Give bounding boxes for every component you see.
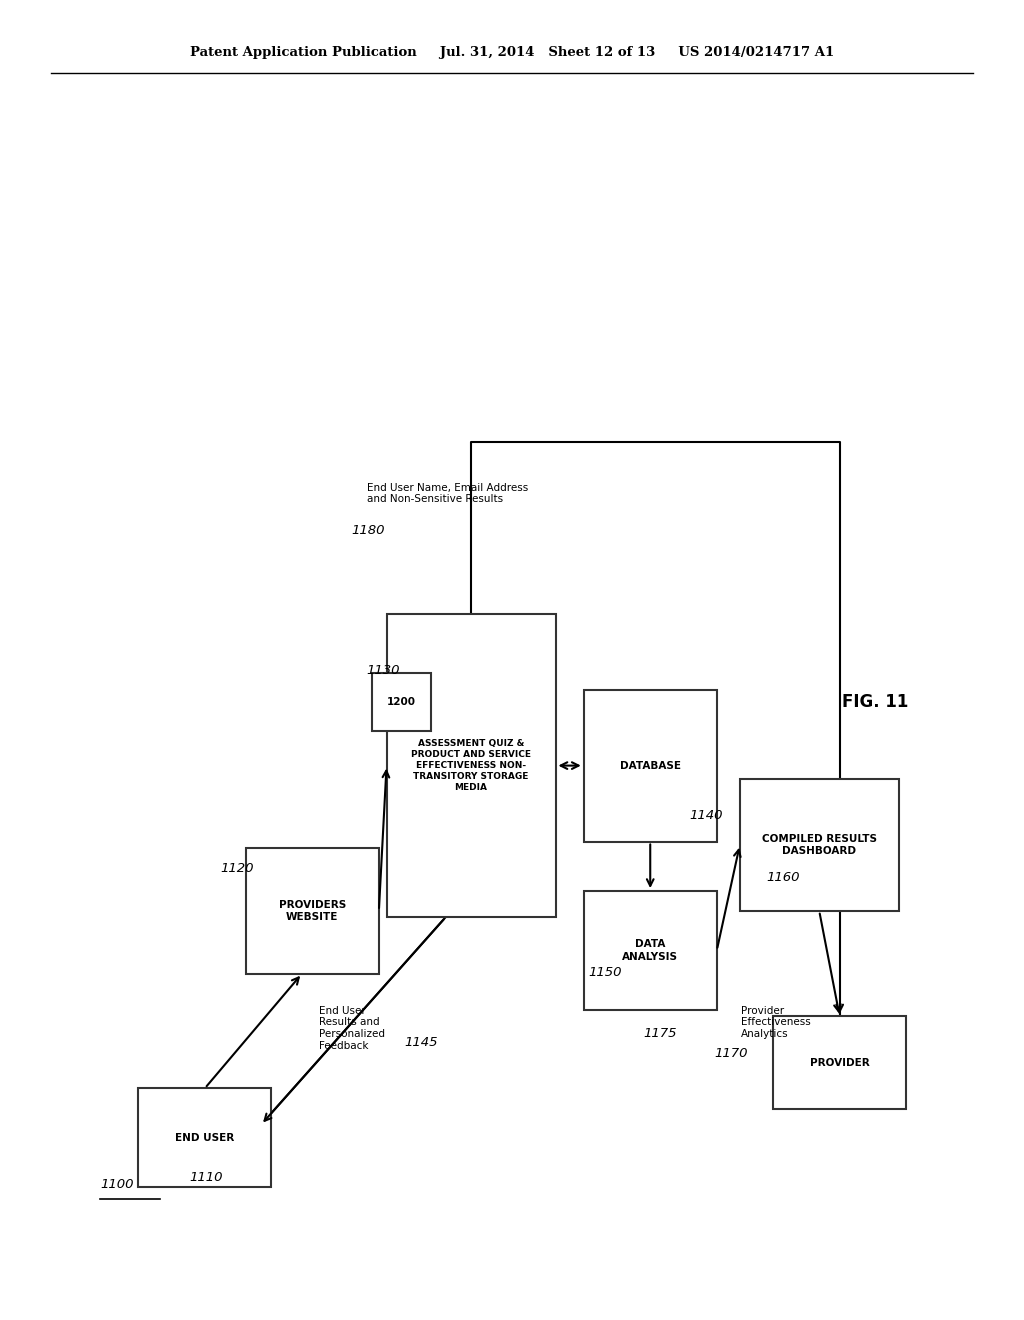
Text: 1160: 1160 (766, 871, 800, 884)
FancyBboxPatch shape (773, 1016, 906, 1109)
FancyBboxPatch shape (372, 673, 431, 731)
Text: 1150: 1150 (589, 966, 623, 979)
Text: 1140: 1140 (689, 809, 723, 822)
Text: PROVIDERS
WEBSITE: PROVIDERS WEBSITE (279, 900, 346, 921)
Text: End User Name, Email Address
and Non-Sensitive Results: End User Name, Email Address and Non-Sen… (367, 483, 527, 504)
Text: DATABASE: DATABASE (620, 760, 681, 771)
Text: Patent Application Publication     Jul. 31, 2014   Sheet 12 of 13     US 2014/02: Patent Application Publication Jul. 31, … (189, 46, 835, 59)
Text: PROVIDER: PROVIDER (810, 1057, 869, 1068)
FancyBboxPatch shape (246, 847, 379, 974)
Text: 1120: 1120 (220, 862, 254, 875)
Text: 1180: 1180 (351, 524, 385, 537)
Text: End User
Results and
Personalized
Feedback: End User Results and Personalized Feedba… (319, 1006, 385, 1051)
FancyBboxPatch shape (739, 779, 899, 911)
Text: 1200: 1200 (387, 697, 416, 708)
Text: 1110: 1110 (189, 1171, 223, 1184)
Text: 1130: 1130 (367, 664, 400, 677)
Text: FIG. 11: FIG. 11 (842, 693, 908, 711)
FancyBboxPatch shape (584, 891, 717, 1010)
FancyBboxPatch shape (584, 689, 717, 842)
Text: Provider
Effectiveness
Analytics: Provider Effectiveness Analytics (741, 1006, 811, 1039)
Text: END USER: END USER (175, 1133, 234, 1143)
Text: 1100: 1100 (100, 1177, 134, 1191)
Text: 1145: 1145 (404, 1036, 438, 1049)
Text: DATA
ANALYSIS: DATA ANALYSIS (623, 940, 678, 961)
Text: 1170: 1170 (715, 1047, 749, 1060)
FancyBboxPatch shape (138, 1088, 271, 1188)
Text: COMPILED RESULTS
DASHBOARD: COMPILED RESULTS DASHBOARD (762, 834, 877, 855)
Text: 1175: 1175 (643, 1027, 677, 1040)
Text: ASSESSMENT QUIZ &
PRODUCT AND SERVICE
EFFECTIVENESS NON-
TRANSITORY STORAGE
MEDI: ASSESSMENT QUIZ & PRODUCT AND SERVICE EF… (411, 739, 531, 792)
FancyBboxPatch shape (387, 614, 555, 917)
